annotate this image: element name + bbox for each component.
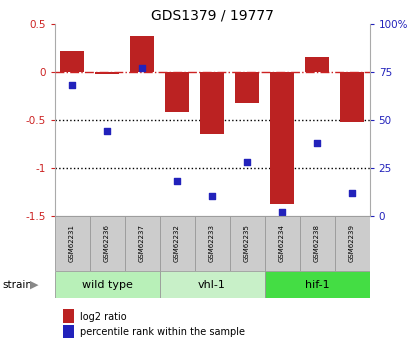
Point [209,194,215,199]
Point [244,159,250,165]
Text: hif-1: hif-1 [305,280,329,289]
Bar [270,72,294,204]
Bar [200,72,224,134]
Text: percentile rank within the sample: percentile rank within the sample [80,327,245,337]
Text: GSM62239: GSM62239 [349,224,355,262]
Point [349,190,355,195]
Bar [340,72,365,122]
Bar [160,271,265,298]
Text: GSM62234: GSM62234 [279,224,285,262]
Point [69,83,76,88]
Bar [60,51,84,72]
Bar [55,271,160,298]
Bar [299,216,335,271]
Bar [95,72,119,74]
Point [279,209,286,215]
Title: GDS1379 / 19777: GDS1379 / 19777 [151,9,273,23]
Bar [125,216,160,271]
Point [314,140,320,146]
Bar [265,216,299,271]
Bar [194,216,230,271]
Text: GSM62237: GSM62237 [139,224,145,262]
Text: vhl-1: vhl-1 [198,280,226,289]
Text: GSM62231: GSM62231 [69,224,75,262]
Point [104,129,110,134]
Bar [89,216,125,271]
Text: ▶: ▶ [30,280,39,289]
Point [174,178,181,184]
Text: GSM62233: GSM62233 [209,224,215,262]
Bar [55,216,89,271]
Text: GSM62236: GSM62236 [104,224,110,262]
Text: GSM62235: GSM62235 [244,224,250,262]
Point [139,66,145,71]
Bar [265,271,370,298]
Text: GSM62238: GSM62238 [314,224,320,262]
Bar [230,216,265,271]
Text: strain: strain [2,280,32,289]
Text: wild type: wild type [81,280,133,289]
Bar [165,72,189,112]
Bar [130,36,155,72]
Bar [160,216,194,271]
Bar [235,72,260,103]
Text: GSM62232: GSM62232 [174,224,180,262]
Text: log2 ratio: log2 ratio [80,312,126,322]
Bar [305,57,329,72]
Bar [335,216,370,271]
